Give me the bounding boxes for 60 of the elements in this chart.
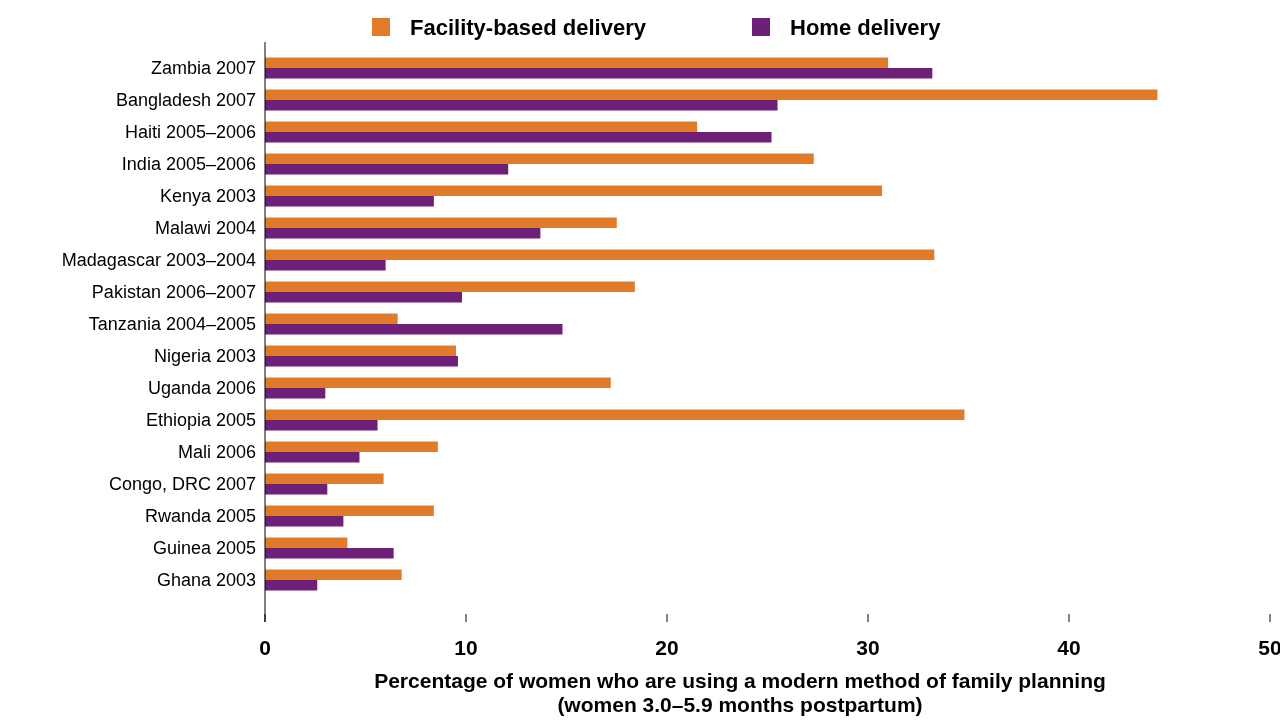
y-tick-label: Congo, DRC 2007: [108, 474, 256, 495]
y-tick-label: Pakistan 2006–2007: [91, 282, 256, 303]
bar: [265, 217, 617, 228]
y-tick-label: Uganda 2006: [147, 378, 256, 399]
bar: [265, 313, 398, 324]
bar: [265, 345, 456, 356]
x-tick-label: 40: [1057, 636, 1081, 659]
bar: [265, 68, 933, 79]
bar: [265, 260, 386, 271]
y-tick-label: Ethiopia 2005: [145, 410, 256, 431]
x-axis-title: Percentage of women who are using a modern method of family planning (women 3.0–5.9 months postpartum): [374, 669, 1106, 716]
bar: [265, 388, 326, 399]
bar: [265, 153, 814, 164]
bar: [265, 164, 509, 175]
bar: [265, 537, 348, 548]
y-tick-label: Ghana 2003: [156, 570, 256, 591]
bar: [265, 548, 394, 559]
bar: [265, 228, 541, 239]
x-tick-label: 10: [454, 636, 478, 659]
bar: [265, 196, 434, 207]
bar: [265, 516, 344, 527]
bar: [265, 281, 635, 292]
bar: [265, 57, 889, 68]
bar: [265, 409, 965, 420]
y-tick-label: Zambia 2007: [150, 58, 256, 79]
legend-label: Home delivery: [790, 14, 942, 40]
y-tick-label: Madagascar 2003–2004: [61, 250, 256, 271]
bar: [265, 505, 434, 516]
bar: [265, 377, 611, 388]
bar: [265, 121, 698, 132]
bar: [265, 569, 402, 580]
bar: [265, 420, 378, 431]
y-tick-label: Malawi 2004: [154, 218, 256, 239]
y-tick-label: Kenya 2003: [159, 186, 256, 207]
bar: [265, 441, 438, 452]
y-tick-label: India 2005–2006: [121, 154, 256, 175]
legend-label: Facility-based delivery: [410, 14, 647, 40]
bar: [265, 356, 458, 367]
bar: [265, 100, 778, 111]
bar: [265, 249, 935, 260]
y-tick-label: Nigeria 2003: [153, 346, 256, 367]
bar: [265, 324, 563, 335]
bar: [265, 580, 318, 591]
y-tick-label: Tanzania 2004–2005: [88, 314, 256, 335]
x-tick-label: 20: [655, 636, 679, 659]
x-tick-label: 0: [259, 636, 271, 659]
bar: [265, 473, 384, 484]
x-tick-label: 50: [1258, 636, 1282, 659]
y-tick-label: Mali 2006: [177, 442, 256, 463]
y-tick-label: Rwanda 2005: [144, 506, 256, 527]
bar: [265, 132, 772, 143]
bar: [265, 452, 360, 463]
bar: [265, 89, 1158, 100]
bar: [265, 185, 883, 196]
y-tick-label: Guinea 2005: [152, 538, 256, 559]
bar: [265, 292, 462, 303]
x-tick-label: 30: [856, 636, 880, 659]
bar: [265, 484, 328, 495]
y-tick-label: Haiti 2005–2006: [124, 122, 256, 143]
y-tick-label: Bangladesh 2007: [115, 90, 256, 111]
